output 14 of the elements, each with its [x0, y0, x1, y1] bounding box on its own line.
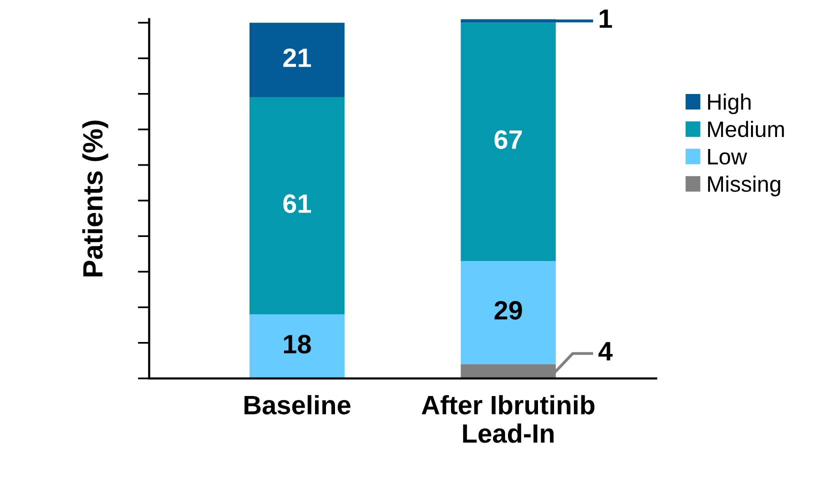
y-axis-title: Patients (%) [82, 120, 108, 276]
legend-label: Missing [708, 176, 780, 196]
x-tick-label: Baseline [244, 395, 350, 414]
data-label: 18 [284, 334, 311, 354]
data-label: 21 [283, 48, 311, 67]
x-tick-label: After Ibrutinib Lead-In [422, 395, 594, 443]
legend-label: Low [708, 149, 748, 165]
data-label: 61 [283, 194, 311, 213]
legend-label: Medium [708, 120, 784, 138]
data-label: 29 [494, 301, 522, 320]
legend-label: High [708, 93, 751, 114]
data-label: 67 [494, 130, 522, 149]
data-label: 4 [598, 342, 613, 360]
data-label: 1 [600, 10, 612, 28]
